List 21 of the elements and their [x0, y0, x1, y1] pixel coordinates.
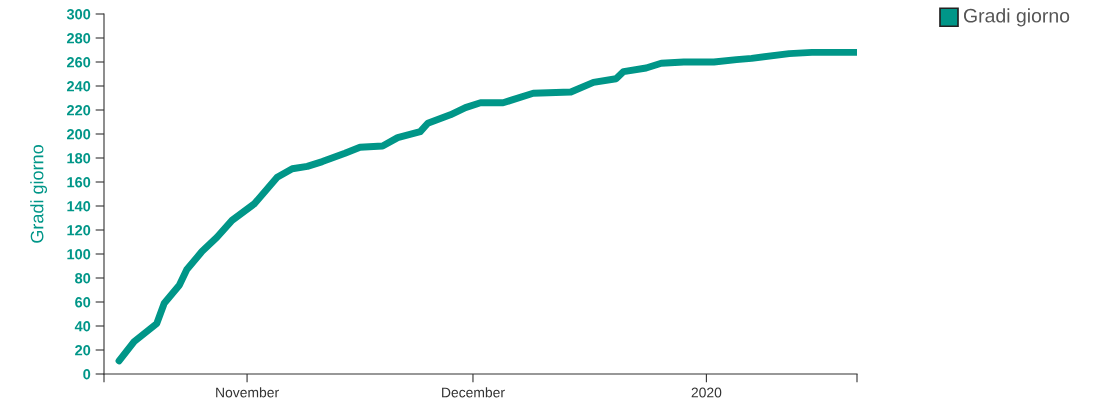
x-tick-label: December	[442, 387, 505, 398]
y-tick-label: 60	[75, 297, 91, 308]
x-tick-label: 2020	[691, 387, 722, 398]
y-tick-label: 240	[66, 81, 91, 92]
y-tick-label: 40	[74, 321, 91, 332]
x-tick-label: November	[216, 387, 279, 398]
y-tick-label: 100	[67, 249, 91, 260]
y-tick-label: 80	[75, 273, 91, 284]
y-tick-label: 220	[66, 105, 91, 116]
y-tick-label: 0	[83, 369, 91, 380]
legend-label: Gradi giorno	[963, 8, 1070, 27]
y-tick-label: 160	[67, 177, 91, 188]
y-tick-label: 20	[75, 345, 91, 356]
y-axis-title: Gradi giorno	[30, 145, 48, 243]
y-tick-label: 200	[66, 129, 91, 140]
y-tick-label: 260	[66, 57, 91, 68]
y-tick-label: 180	[67, 153, 91, 164]
y-tick-label: 300	[66, 9, 91, 20]
y-tick-label: 140	[67, 201, 91, 212]
y-tick-label: 280	[66, 33, 91, 44]
y-tick-label: 120	[67, 225, 91, 236]
